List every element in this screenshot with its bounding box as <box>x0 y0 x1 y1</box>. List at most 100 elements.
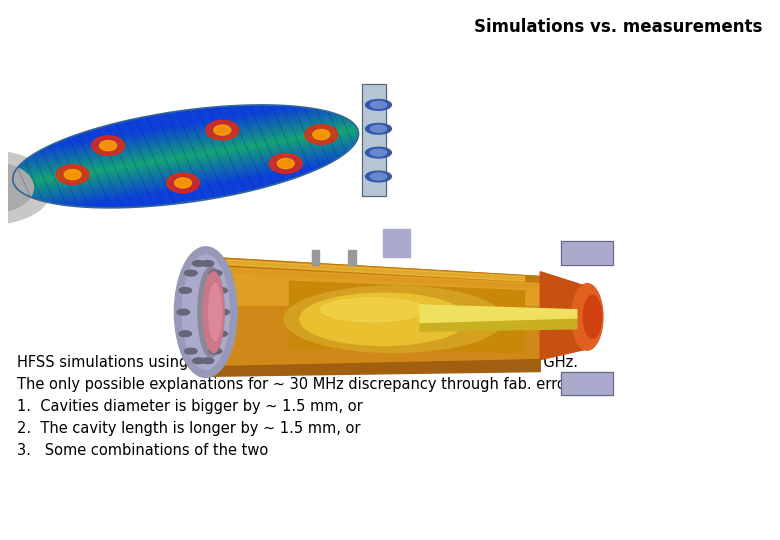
Polygon shape <box>27 141 356 195</box>
Ellipse shape <box>366 124 392 134</box>
Polygon shape <box>30 108 318 156</box>
Polygon shape <box>22 138 357 193</box>
Ellipse shape <box>370 149 387 156</box>
Polygon shape <box>63 160 332 205</box>
Text: 3.   Some combinations of the two: 3. Some combinations of the two <box>17 443 268 458</box>
Polygon shape <box>137 184 269 207</box>
Polygon shape <box>12 122 353 178</box>
Polygon shape <box>23 111 330 161</box>
Polygon shape <box>66 104 273 138</box>
Polygon shape <box>78 103 260 134</box>
Ellipse shape <box>366 99 392 110</box>
Polygon shape <box>76 165 322 206</box>
Circle shape <box>56 165 89 184</box>
Polygon shape <box>561 372 613 395</box>
Polygon shape <box>17 114 340 167</box>
Polygon shape <box>30 144 353 198</box>
Circle shape <box>177 309 190 315</box>
Polygon shape <box>561 241 613 265</box>
Ellipse shape <box>370 125 387 132</box>
Polygon shape <box>15 131 358 187</box>
Circle shape <box>64 170 81 180</box>
Text: 2.  The cavity length is longer by ~ 1.5 mm, or: 2. The cavity length is longer by ~ 1.5 … <box>17 421 360 436</box>
Polygon shape <box>29 109 321 157</box>
Polygon shape <box>165 191 243 205</box>
Polygon shape <box>46 152 344 202</box>
Text: HFSS simulations using file from Raphael, gave the frequency: 11.9994 GHz.: HFSS simulations using file from Raphael… <box>17 355 578 370</box>
Circle shape <box>185 348 197 354</box>
Polygon shape <box>80 167 318 207</box>
Ellipse shape <box>366 171 392 182</box>
Polygon shape <box>20 135 358 191</box>
Polygon shape <box>420 319 577 331</box>
Circle shape <box>193 358 205 363</box>
Bar <box>349 251 356 265</box>
Polygon shape <box>14 130 358 186</box>
Polygon shape <box>49 154 342 202</box>
Polygon shape <box>227 260 525 281</box>
Polygon shape <box>16 116 344 170</box>
Ellipse shape <box>175 247 237 377</box>
Ellipse shape <box>208 284 222 341</box>
Circle shape <box>278 159 294 168</box>
Polygon shape <box>55 157 337 204</box>
Polygon shape <box>13 127 357 184</box>
Polygon shape <box>12 123 355 179</box>
Polygon shape <box>98 173 304 208</box>
Circle shape <box>305 125 338 144</box>
Polygon shape <box>52 104 290 144</box>
Text: Simulations vs. measurements: Simulations vs. measurements <box>473 18 762 36</box>
Circle shape <box>0 163 34 213</box>
Polygon shape <box>45 105 300 147</box>
Ellipse shape <box>198 267 224 357</box>
Circle shape <box>217 309 229 315</box>
Polygon shape <box>104 175 299 208</box>
Polygon shape <box>25 140 356 195</box>
Polygon shape <box>211 258 541 367</box>
Circle shape <box>269 154 302 173</box>
Polygon shape <box>48 105 295 146</box>
Polygon shape <box>93 104 243 130</box>
Polygon shape <box>35 147 351 199</box>
Circle shape <box>214 125 231 135</box>
Polygon shape <box>85 104 252 132</box>
Circle shape <box>179 288 192 293</box>
Circle shape <box>185 270 197 276</box>
Polygon shape <box>41 150 348 200</box>
Polygon shape <box>20 112 335 164</box>
Polygon shape <box>27 109 324 159</box>
Polygon shape <box>24 110 328 160</box>
Circle shape <box>92 136 125 156</box>
Polygon shape <box>52 156 340 204</box>
Polygon shape <box>128 106 205 120</box>
Circle shape <box>201 261 214 266</box>
Polygon shape <box>289 281 525 353</box>
Ellipse shape <box>284 286 504 353</box>
Circle shape <box>201 358 214 363</box>
Polygon shape <box>18 134 358 190</box>
Polygon shape <box>17 133 359 189</box>
Bar <box>312 251 319 265</box>
Polygon shape <box>113 105 221 124</box>
Circle shape <box>313 130 330 140</box>
Polygon shape <box>14 128 358 185</box>
Polygon shape <box>13 118 349 173</box>
Polygon shape <box>420 305 577 324</box>
Polygon shape <box>14 116 346 171</box>
Polygon shape <box>119 179 285 208</box>
Polygon shape <box>57 104 285 142</box>
Circle shape <box>206 120 239 140</box>
Polygon shape <box>12 126 357 183</box>
Polygon shape <box>211 360 541 376</box>
Polygon shape <box>42 105 303 149</box>
Circle shape <box>193 261 205 266</box>
Polygon shape <box>37 148 349 200</box>
Polygon shape <box>23 139 356 194</box>
Polygon shape <box>21 111 333 163</box>
Circle shape <box>175 178 191 188</box>
Polygon shape <box>39 106 307 151</box>
Circle shape <box>167 173 200 193</box>
Ellipse shape <box>370 173 387 180</box>
Polygon shape <box>59 159 335 205</box>
Polygon shape <box>101 104 233 127</box>
